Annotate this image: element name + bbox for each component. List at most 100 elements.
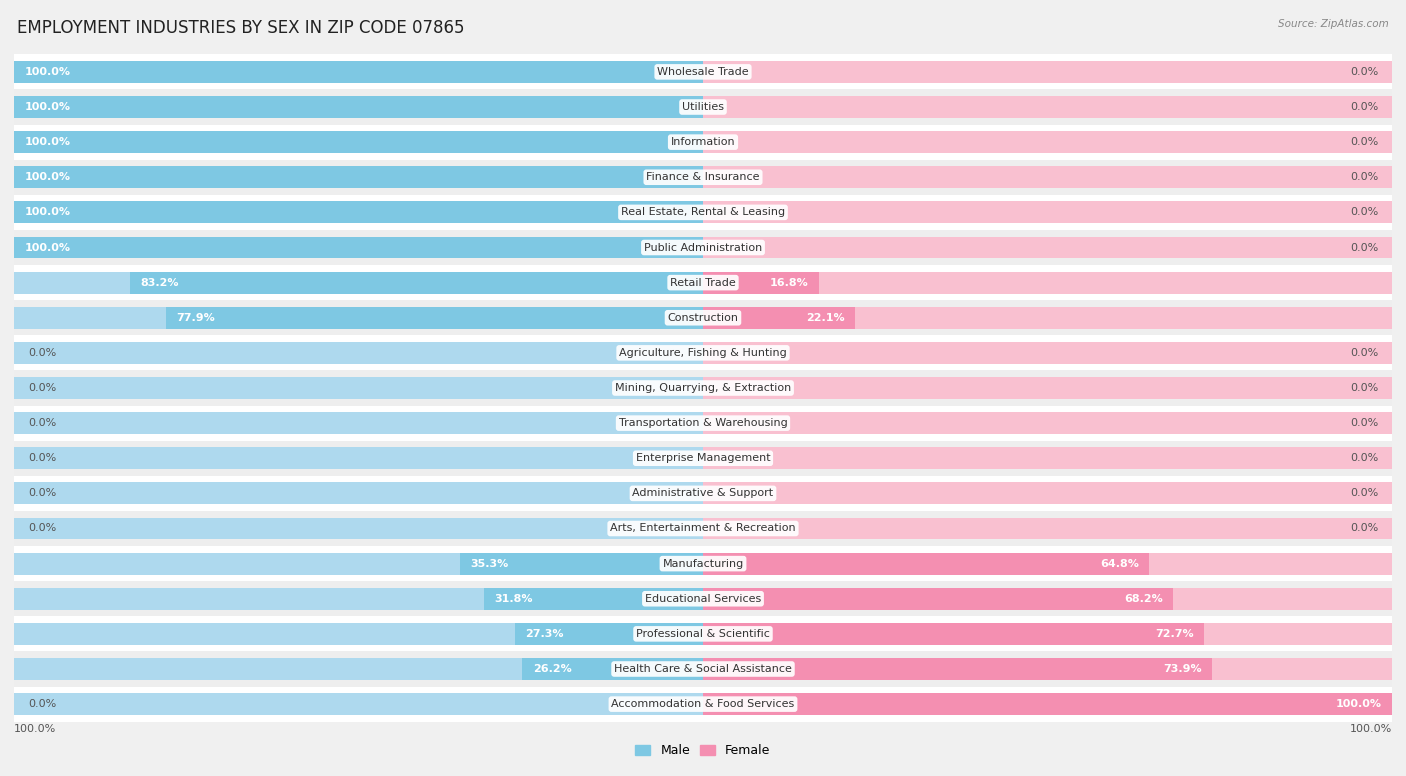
Text: 100.0%: 100.0%: [24, 67, 70, 77]
Bar: [703, 377, 1392, 399]
Text: 0.0%: 0.0%: [1350, 453, 1378, 463]
Text: 0.0%: 0.0%: [28, 418, 56, 428]
Text: 100.0%: 100.0%: [24, 172, 70, 182]
Bar: [14, 412, 703, 434]
Text: 0.0%: 0.0%: [1350, 102, 1378, 112]
Bar: [14, 553, 703, 574]
Bar: [14, 406, 1392, 441]
Bar: [14, 588, 703, 610]
Bar: [14, 581, 1392, 616]
Bar: [14, 195, 1392, 230]
Bar: [703, 553, 1392, 574]
Text: 100.0%: 100.0%: [1336, 699, 1382, 709]
Bar: [703, 96, 1392, 118]
Text: Real Estate, Rental & Leasing: Real Estate, Rental & Leasing: [621, 207, 785, 217]
Text: Source: ZipAtlas.com: Source: ZipAtlas.com: [1278, 19, 1389, 29]
Bar: [703, 623, 1204, 645]
Text: Health Care & Social Assistance: Health Care & Social Assistance: [614, 664, 792, 674]
Bar: [703, 588, 1173, 610]
Bar: [14, 166, 703, 188]
Bar: [703, 272, 818, 293]
Bar: [14, 483, 703, 504]
Text: 0.0%: 0.0%: [1350, 488, 1378, 498]
Bar: [703, 131, 1392, 153]
Text: 0.0%: 0.0%: [1350, 348, 1378, 358]
Bar: [14, 623, 703, 645]
Bar: [14, 687, 1392, 722]
Bar: [703, 518, 1392, 539]
Bar: [14, 202, 703, 223]
Bar: [703, 307, 1392, 329]
Bar: [14, 202, 703, 223]
Text: 100.0%: 100.0%: [24, 207, 70, 217]
Text: 0.0%: 0.0%: [28, 524, 56, 533]
Bar: [14, 131, 703, 153]
Text: Public Administration: Public Administration: [644, 243, 762, 252]
Text: Enterprise Management: Enterprise Management: [636, 453, 770, 463]
Text: 16.8%: 16.8%: [769, 278, 808, 288]
Text: 72.7%: 72.7%: [1154, 629, 1194, 639]
Text: Wholesale Trade: Wholesale Trade: [657, 67, 749, 77]
Text: 26.2%: 26.2%: [533, 664, 572, 674]
Bar: [14, 546, 1392, 581]
Bar: [14, 96, 703, 118]
Bar: [703, 658, 1212, 680]
Bar: [14, 125, 1392, 160]
Text: Construction: Construction: [668, 313, 738, 323]
Bar: [14, 342, 703, 364]
Text: 0.0%: 0.0%: [28, 699, 56, 709]
Bar: [14, 160, 1392, 195]
Bar: [703, 342, 1392, 364]
Text: 100.0%: 100.0%: [14, 725, 56, 734]
Bar: [14, 441, 1392, 476]
Text: 0.0%: 0.0%: [28, 488, 56, 498]
Bar: [703, 61, 1392, 83]
Bar: [14, 300, 1392, 335]
Bar: [460, 553, 703, 574]
Bar: [14, 511, 1392, 546]
Bar: [14, 616, 1392, 651]
Bar: [703, 202, 1392, 223]
Bar: [703, 693, 1392, 715]
Bar: [14, 307, 703, 329]
Bar: [703, 447, 1392, 469]
Bar: [14, 476, 1392, 511]
Text: 0.0%: 0.0%: [1350, 67, 1378, 77]
Text: 0.0%: 0.0%: [1350, 172, 1378, 182]
Text: Educational Services: Educational Services: [645, 594, 761, 604]
Bar: [14, 272, 703, 293]
Bar: [14, 658, 703, 680]
Text: 100.0%: 100.0%: [1350, 725, 1392, 734]
Bar: [14, 166, 703, 188]
Bar: [484, 588, 703, 610]
Bar: [703, 412, 1392, 434]
Bar: [703, 307, 855, 329]
Bar: [14, 131, 703, 153]
Text: 0.0%: 0.0%: [1350, 243, 1378, 252]
Bar: [703, 272, 1392, 293]
Text: 0.0%: 0.0%: [1350, 524, 1378, 533]
Bar: [14, 61, 703, 83]
Bar: [129, 272, 703, 293]
Text: 0.0%: 0.0%: [1350, 383, 1378, 393]
Text: Transportation & Warehousing: Transportation & Warehousing: [619, 418, 787, 428]
Text: Manufacturing: Manufacturing: [662, 559, 744, 569]
Text: 68.2%: 68.2%: [1123, 594, 1163, 604]
Text: Information: Information: [671, 137, 735, 147]
Text: 0.0%: 0.0%: [1350, 137, 1378, 147]
Bar: [14, 447, 703, 469]
Text: 73.9%: 73.9%: [1163, 664, 1202, 674]
Text: Professional & Scientific: Professional & Scientific: [636, 629, 770, 639]
Text: 100.0%: 100.0%: [24, 102, 70, 112]
Text: Agriculture, Fishing & Hunting: Agriculture, Fishing & Hunting: [619, 348, 787, 358]
Bar: [14, 370, 1392, 406]
Bar: [703, 623, 1392, 645]
Text: 100.0%: 100.0%: [24, 137, 70, 147]
Bar: [14, 237, 703, 258]
Bar: [703, 658, 1392, 680]
Text: 31.8%: 31.8%: [495, 594, 533, 604]
Text: 0.0%: 0.0%: [28, 348, 56, 358]
Bar: [14, 518, 703, 539]
Text: 83.2%: 83.2%: [141, 278, 179, 288]
Bar: [14, 335, 1392, 370]
